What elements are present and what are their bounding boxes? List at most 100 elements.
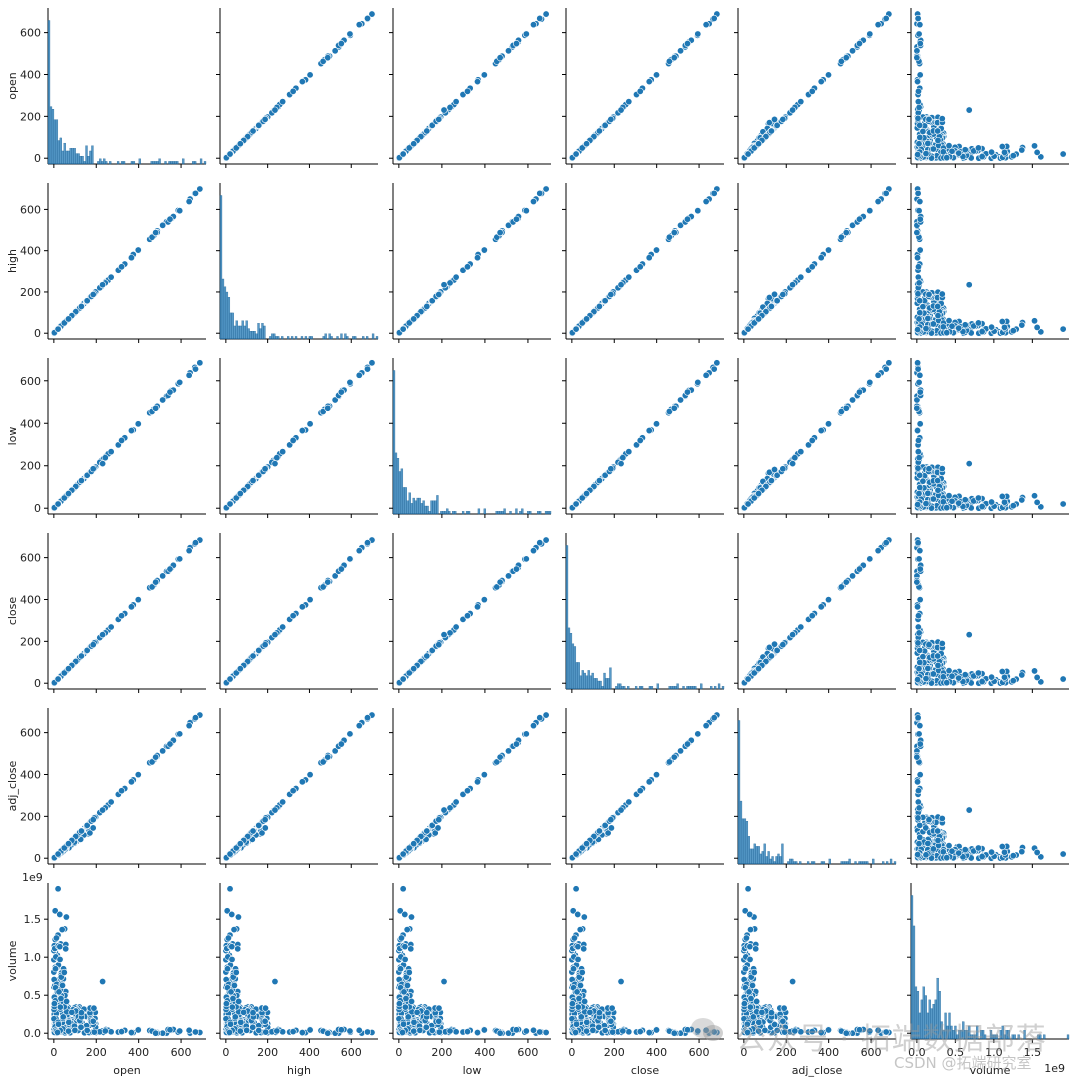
scatter-point: [978, 153, 986, 161]
scatter-point: [191, 365, 199, 373]
y-axis-label-low: low: [6, 427, 19, 446]
scatter-point: [916, 198, 924, 206]
histogram-bar: [138, 158, 141, 165]
histogram-bar: [71, 148, 74, 165]
scatter-point: [925, 290, 933, 298]
scatter-point: [306, 596, 314, 604]
histogram-bar: [286, 336, 290, 340]
histogram-bar: [509, 511, 512, 515]
scatter-point: [916, 215, 924, 223]
scatter-point: [118, 612, 126, 620]
scatter-point: [625, 448, 633, 456]
scatter-point: [89, 641, 97, 649]
scatter-point: [542, 185, 550, 193]
scatter-point: [789, 460, 797, 468]
scatter-point: [496, 54, 504, 62]
panel-low-vs-high: [216, 358, 378, 518]
histogram-bar: [193, 161, 197, 165]
scatter-point: [934, 477, 942, 485]
histogram-bar: [192, 161, 195, 165]
scatter-point: [226, 675, 234, 683]
scatter-point: [702, 198, 710, 206]
scatter-point: [913, 54, 921, 62]
scatter-point: [364, 365, 372, 373]
histogram-bar: [521, 508, 524, 515]
scatter-point: [767, 302, 775, 310]
scatter-point: [529, 198, 537, 206]
histogram-bar: [152, 161, 155, 165]
scatter-point: [939, 498, 947, 506]
scatter-point: [713, 359, 721, 367]
scatter-point: [779, 115, 787, 123]
y-tick-label: 600: [20, 27, 41, 40]
histogram-bar: [344, 333, 347, 340]
scatter-point: [319, 583, 327, 591]
scatter-point: [191, 539, 199, 547]
scatter-point: [625, 98, 633, 106]
scatter-point: [512, 40, 520, 48]
scatter-point: [127, 603, 135, 611]
scatter-point: [934, 136, 942, 144]
scatter-point: [298, 427, 306, 435]
scatter-point: [289, 612, 297, 620]
scatter-point: [824, 71, 832, 79]
scatter-point: [914, 273, 922, 281]
scatter-point: [423, 302, 431, 310]
histogram-bar: [81, 156, 84, 165]
panel-close-vs-low: [389, 533, 551, 693]
histogram-bar: [537, 511, 540, 515]
scatter-point: [808, 263, 816, 271]
scatter-point: [522, 207, 530, 215]
scatter-point: [583, 140, 591, 148]
scatter-point: [929, 495, 937, 503]
scatter-point: [915, 454, 923, 462]
scatter-point: [842, 404, 850, 412]
histogram-bar: [89, 150, 92, 165]
scatter-point: [916, 297, 924, 305]
scatter-point: [922, 150, 930, 158]
scatter-point: [261, 465, 269, 473]
histogram-bar: [446, 508, 449, 515]
scatter-point: [1033, 323, 1041, 331]
histogram-bar: [362, 336, 365, 340]
scatter-point: [236, 490, 244, 498]
histogram-bar: [275, 336, 278, 340]
histogram-bar: [239, 325, 242, 340]
histogram-bar: [324, 333, 327, 340]
scatter-point: [913, 404, 921, 412]
histogram-bar: [422, 500, 425, 515]
scatter-point: [842, 54, 850, 62]
histogram-bar: [406, 500, 409, 515]
histogram-bar: [174, 161, 177, 165]
histogram-bar: [396, 458, 400, 515]
scatter-point: [261, 115, 269, 123]
scatter-point: [955, 149, 963, 157]
scatter-point: [710, 189, 718, 197]
scatter-point: [65, 315, 73, 323]
scatter-point: [882, 365, 890, 373]
panel-low-vs-low: [389, 358, 552, 518]
histogram-bar: [65, 150, 68, 165]
scatter-point: [866, 30, 874, 38]
histogram-bar: [340, 333, 343, 340]
scatter-point: [665, 233, 673, 241]
histogram-bar: [227, 297, 231, 340]
scatter-point: [166, 565, 174, 573]
scatter-point: [710, 14, 718, 22]
y-tick-label: 400: [20, 68, 41, 81]
scatter-point: [1059, 500, 1067, 508]
scatter-point: [595, 127, 603, 135]
scatter-point: [99, 460, 107, 468]
scatter-point: [452, 273, 460, 281]
y-tick-label: 200: [20, 460, 41, 473]
panel-high-vs-adj_close: [734, 183, 896, 343]
scatter-point: [435, 115, 443, 123]
histogram-bar: [454, 511, 457, 515]
histogram-bar: [527, 511, 530, 515]
histogram-bar: [277, 336, 280, 340]
scatter-point: [677, 47, 685, 55]
y-tick-label: 600: [20, 552, 41, 565]
panel-open-vs-volume: [907, 8, 1069, 168]
scatter-point: [779, 465, 787, 473]
scatter-point: [298, 78, 306, 86]
